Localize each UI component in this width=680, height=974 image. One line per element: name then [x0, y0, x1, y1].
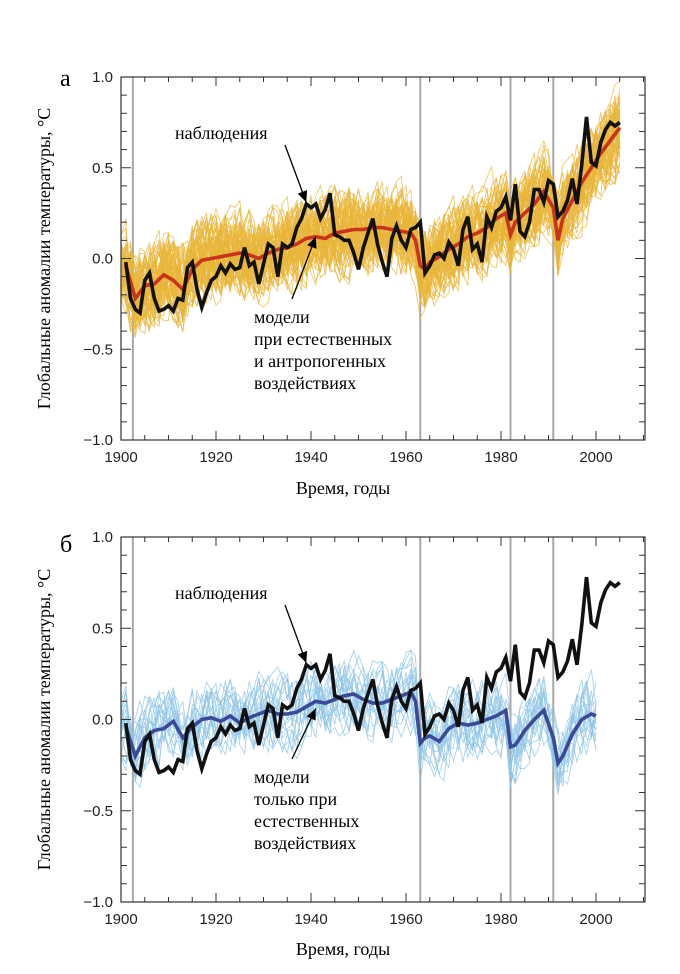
x-tick-label: 2000 — [579, 449, 612, 466]
panel-a: а −1.0 −0.5 0.0 0.5 1.0 1900 1920 1940 1960 1980… — [34, 66, 646, 498]
annotations: наблюдения модели при естественных и антроп… — [175, 123, 392, 393]
ensemble-member-line — [120, 125, 621, 304]
annotation-line: модели — [254, 307, 310, 327]
arrowhead-icon — [306, 708, 316, 721]
y-axis: −1.0 −0.5 0.0 0.5 1.0 — [83, 529, 645, 911]
series-group — [124, 576, 621, 778]
ensemble-member-line — [120, 110, 621, 329]
ensemble-member-line — [120, 677, 597, 785]
y-tick-label: 1.0 — [92, 529, 113, 546]
y-tick-label: 0.5 — [92, 160, 113, 177]
annotation-models: модели при естественных и антропогенных воз… — [254, 307, 392, 393]
panel-b: б −1.0 −0.5 0.0 0.5 1.0 1900 1920 1940 1960 1980… — [34, 529, 646, 959]
y-tick-label: 0.5 — [92, 620, 113, 637]
annotation-models: модели только при естественных воздействиях — [254, 767, 359, 853]
y-tick-label: 0.0 — [92, 712, 113, 729]
annotation-line: наблюдения — [175, 583, 268, 603]
annotation-line: воздействиях — [254, 833, 356, 853]
x-tick-label: 1980 — [484, 911, 517, 928]
ensemble-member-line — [120, 654, 597, 776]
y-tick-label: 1.0 — [92, 69, 113, 86]
y-tick-label: −0.5 — [83, 341, 113, 358]
observations-line — [124, 116, 621, 317]
annotation-line: модели — [254, 767, 310, 787]
annotation-line: при естественных — [254, 329, 392, 349]
annotation-line: естественных — [254, 811, 359, 831]
ensemble-member-line — [120, 663, 597, 791]
x-axis-label: Время, годы — [296, 478, 390, 498]
y-tick-label: −1.0 — [83, 432, 113, 449]
x-tick-label: 1940 — [294, 449, 327, 466]
x-tick-label: 1960 — [389, 449, 422, 466]
x-tick-label: 1980 — [484, 449, 517, 466]
annotation-line: и антропогенных — [254, 351, 386, 371]
annotation-observations: наблюдения — [175, 583, 268, 603]
x-axis: 1900 1920 1940 1960 1980 2000 — [104, 77, 644, 466]
y-axis-label: Глобальные аномалии температуры, °С — [34, 569, 54, 871]
x-axis-label: Время, годы — [296, 939, 390, 959]
ensemble-member-line — [120, 121, 621, 320]
observations-line — [124, 576, 621, 778]
y-axis-label: Глобальные аномалии температуры, °С — [34, 108, 54, 410]
annotation-line: только при — [254, 789, 338, 809]
model-ensemble — [120, 80, 621, 338]
x-tick-label: 2000 — [579, 911, 612, 928]
x-axis: 1900 1920 1940 1960 1980 2000 — [104, 537, 644, 928]
y-tick-label: 0.0 — [92, 251, 113, 268]
x-tick-label: 1920 — [199, 911, 232, 928]
panel-label-a: а — [60, 66, 71, 92]
arrowhead-icon — [297, 650, 308, 663]
annotation-observations: наблюдения — [175, 123, 268, 143]
x-tick-label: 1940 — [294, 911, 327, 928]
y-tick-label: −1.0 — [83, 894, 113, 911]
annotation-line: наблюдения — [175, 123, 268, 143]
ensemble-member-line — [120, 112, 621, 330]
series-group — [124, 116, 622, 317]
model-mean-line — [124, 689, 597, 769]
x-tick-label: 1920 — [199, 449, 232, 466]
y-axis: −1.0 −0.5 0.0 0.5 1.0 — [83, 69, 645, 449]
annotation-line: воздействиях — [254, 373, 356, 393]
annotations: наблюдения модели только при естественных во… — [175, 583, 359, 853]
ensemble-member-line — [120, 132, 620, 328]
x-tick-label: 1960 — [389, 911, 422, 928]
y-tick-label: −0.5 — [83, 803, 113, 820]
arrowhead-icon — [297, 190, 308, 203]
annotation-arrow — [291, 236, 317, 300]
panel-label-b: б — [60, 532, 72, 558]
x-tick-label: 1900 — [104, 911, 137, 928]
arrowhead-icon — [307, 236, 317, 249]
x-tick-label: 1900 — [104, 449, 137, 466]
